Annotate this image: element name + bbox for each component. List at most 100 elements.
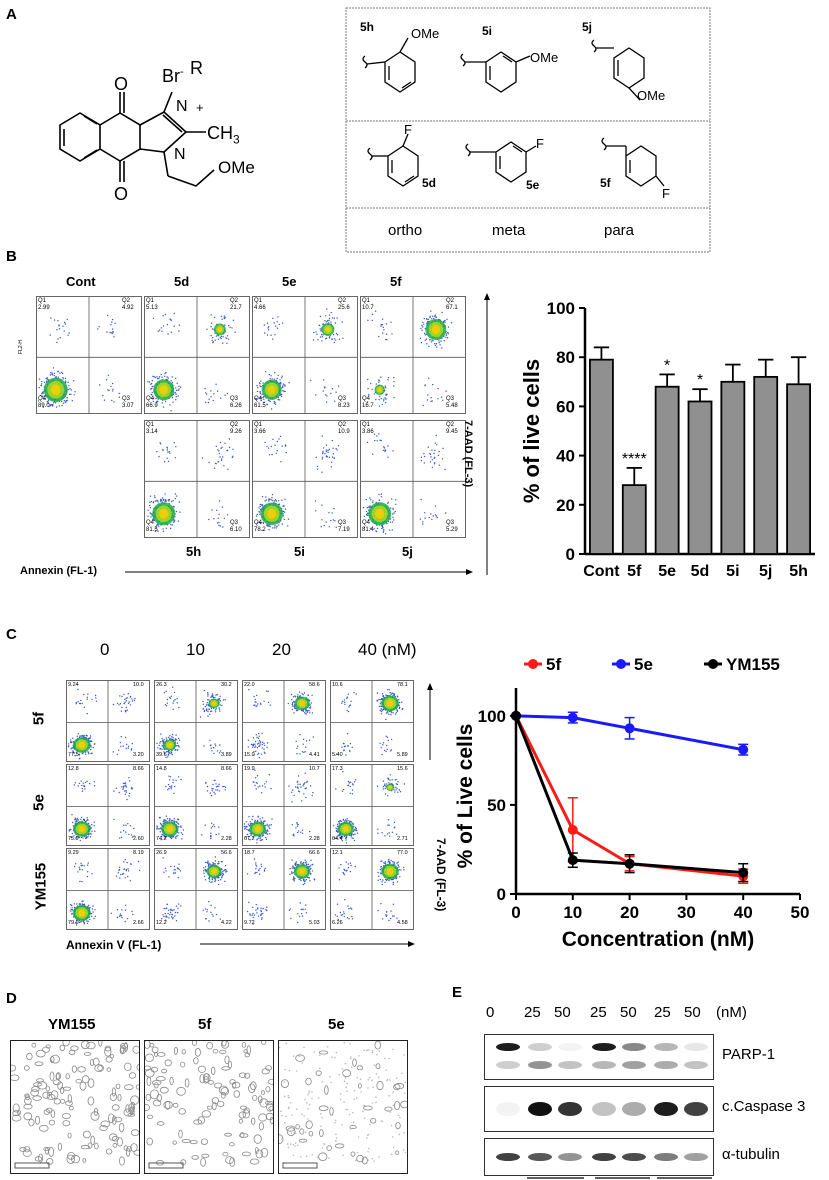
facs-event [382, 785, 385, 788]
facs-event [333, 317, 335, 319]
facs-event [92, 746, 94, 749]
facs-event [150, 383, 152, 385]
facs-event [163, 739, 165, 741]
facs-event [324, 453, 326, 455]
bar-5h [786, 383, 811, 555]
facs-event [392, 693, 395, 695]
facs-event [420, 459, 423, 462]
facs-b-5e-dots [253, 297, 357, 413]
facs-event [124, 909, 127, 911]
facs-event [208, 518, 210, 521]
facs-event [210, 710, 213, 712]
facs-b-title-5h: 5h [186, 544, 202, 559]
facs-event [225, 871, 227, 873]
facs-event [53, 372, 56, 374]
facs-event [83, 903, 86, 905]
facs-event [172, 702, 174, 704]
facs-event [344, 701, 346, 703]
facs-event [383, 784, 386, 787]
facs-event [383, 447, 386, 449]
facs-event [205, 704, 208, 706]
facs-event [164, 837, 166, 839]
facs-b-plot-Cont [36, 296, 142, 414]
facs-event [300, 786, 302, 788]
facs-event [180, 825, 182, 827]
facs-event [206, 785, 209, 788]
facs-event [207, 401, 210, 404]
facs-event [265, 496, 267, 498]
facs-event [291, 791, 293, 793]
facs-event [157, 501, 159, 503]
facs-event [328, 337, 331, 339]
facs-density [254, 825, 262, 833]
facs-event [177, 395, 179, 397]
facs-event [90, 752, 92, 755]
facs-event [265, 838, 268, 840]
facs-event [378, 399, 380, 401]
facs-b-q3: Q3 3.07 [122, 396, 134, 409]
facs-event [178, 501, 180, 503]
facs-event [219, 744, 221, 746]
facs-event [62, 325, 64, 327]
facs-event [61, 400, 63, 403]
facs-event [297, 775, 300, 777]
facs-event [161, 402, 163, 404]
facs-b-q1: Q1 4.66 [254, 298, 266, 311]
facs-event [81, 784, 83, 787]
facs-event [171, 736, 173, 738]
facs-event [174, 836, 177, 838]
facs-event [63, 321, 66, 324]
facs-event [174, 915, 176, 917]
facs-event [227, 468, 229, 470]
facs-event [293, 700, 295, 703]
facs-event [172, 836, 175, 838]
facs-event [281, 445, 283, 447]
facs-event [161, 330, 163, 332]
facs-event [166, 457, 168, 459]
facs-event [157, 330, 159, 332]
facs-event [267, 399, 269, 401]
facs-event [384, 385, 386, 387]
facs-event [114, 322, 116, 324]
facs-event [347, 693, 349, 695]
facs-event [77, 871, 79, 873]
facs-event [112, 331, 114, 333]
facs-event [271, 818, 273, 820]
facs-b-q1: Q1 3.86 [362, 422, 374, 435]
facs-event [376, 435, 378, 437]
facs-event [151, 385, 153, 388]
facs-event [424, 512, 426, 514]
facs-event [268, 529, 270, 531]
facs-event [336, 828, 338, 830]
facs-event [83, 706, 85, 708]
facs-event [211, 822, 213, 824]
facs-event [81, 788, 83, 790]
facs-event [113, 790, 115, 792]
facs-event [376, 440, 378, 442]
facs-event [81, 790, 84, 792]
facs-event [170, 410, 172, 412]
facs-event [433, 452, 435, 455]
facs-event [155, 401, 158, 403]
facs-c-q4: 5.40 [332, 752, 343, 758]
facs-event [127, 693, 129, 695]
facs-event [62, 402, 65, 404]
facs-event [176, 835, 178, 837]
facs-event [177, 744, 179, 747]
facs-event [283, 390, 285, 393]
facs-event [68, 332, 70, 334]
facs-event [245, 836, 248, 838]
facs-event [40, 383, 43, 385]
facs-event [401, 708, 403, 711]
facs-event [426, 343, 428, 345]
facs-event [355, 779, 357, 781]
facs-event [380, 439, 382, 442]
facs-event [70, 903, 72, 906]
facs-event [166, 835, 168, 838]
facs-event [258, 739, 261, 742]
facs-event [212, 746, 215, 749]
facs-event [40, 384, 42, 387]
facs-event [255, 515, 258, 517]
facs-event [279, 379, 281, 381]
facs-event [49, 334, 51, 336]
